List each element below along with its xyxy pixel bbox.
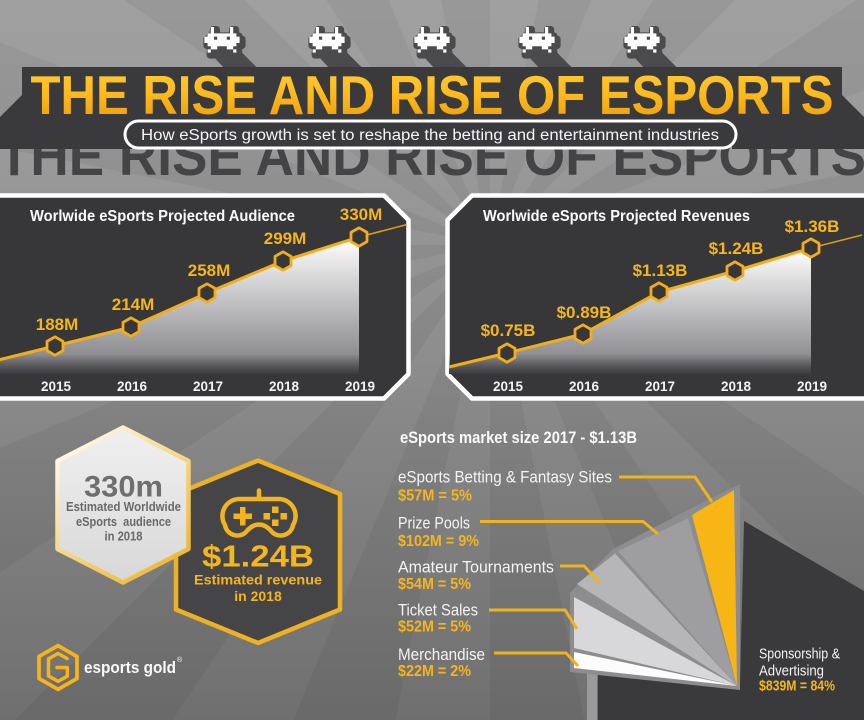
- svg-text:Amateur Tournaments: Amateur Tournaments: [398, 558, 554, 577]
- svg-text:$1.13B: $1.13B: [633, 261, 688, 280]
- svg-text:214M: 214M: [112, 295, 155, 314]
- svg-text:2016: 2016: [117, 379, 148, 394]
- svg-text:Advertising: Advertising: [759, 664, 824, 680]
- svg-text:®: ®: [177, 656, 183, 664]
- svg-text:$102M = 9%: $102M = 9%: [398, 533, 479, 550]
- svg-text:esports gold: esports gold: [84, 658, 176, 677]
- svg-text:Ticket Sales: Ticket Sales: [398, 601, 478, 620]
- svg-text:THE RISE AND RISE OF ESPORTS: THE RISE AND RISE OF ESPORTS: [31, 64, 834, 126]
- svg-text:2015: 2015: [41, 379, 72, 394]
- svg-text:Worlwide eSports Projected Rev: Worlwide eSports Projected Revenues: [483, 208, 750, 225]
- svg-text:188M: 188M: [36, 315, 79, 334]
- svg-text:2017: 2017: [645, 379, 675, 394]
- svg-text:How eSports growth is set to r: How eSports growth is set to reshape the…: [141, 127, 719, 144]
- svg-text:$52M = 5%: $52M = 5%: [398, 619, 471, 636]
- svg-text:2019: 2019: [345, 379, 375, 394]
- svg-text:$1.24B: $1.24B: [709, 239, 764, 258]
- svg-text:258M: 258M: [188, 261, 231, 280]
- svg-text:2018: 2018: [269, 379, 300, 394]
- svg-text:299M: 299M: [264, 229, 307, 248]
- svg-text:$1.36B: $1.36B: [785, 217, 840, 236]
- svg-text:in 2018: in 2018: [105, 530, 143, 544]
- svg-text:2016: 2016: [569, 379, 600, 394]
- svg-text:2017: 2017: [193, 379, 223, 394]
- svg-text:2018: 2018: [721, 379, 752, 394]
- svg-text:Estimated Worldwide: Estimated Worldwide: [66, 500, 181, 514]
- svg-text:Prize Pools: Prize Pools: [398, 514, 470, 533]
- svg-text:eSports market size 2017 - $1.: eSports market size 2017 - $1.13B: [400, 429, 637, 447]
- svg-text:$1.24B: $1.24B: [202, 539, 314, 574]
- svg-text:$54M = 5%: $54M = 5%: [398, 576, 471, 593]
- svg-text:$0.89B: $0.89B: [557, 303, 612, 322]
- svg-text:Merchandise: Merchandise: [398, 645, 485, 664]
- svg-text:eSports Betting & Fantasy Site: eSports Betting & Fantasy Sites: [398, 468, 612, 487]
- svg-text:Worlwide eSports Projected Aud: Worlwide eSports Projected Audience: [30, 208, 295, 225]
- svg-text:in 2018: in 2018: [234, 588, 282, 604]
- svg-text:eSports audience: eSports audience: [76, 515, 171, 529]
- svg-text:$57M = 5%: $57M = 5%: [398, 488, 472, 505]
- svg-text:$0.75B: $0.75B: [481, 321, 536, 340]
- svg-text:2019: 2019: [797, 379, 827, 394]
- svg-text:$22M = 2%: $22M = 2%: [398, 663, 471, 680]
- svg-text:330m: 330m: [84, 471, 163, 504]
- svg-text:Sponsorship &: Sponsorship &: [759, 647, 840, 663]
- svg-text:2015: 2015: [493, 379, 524, 394]
- svg-text:330M: 330M: [340, 205, 383, 224]
- svg-text:Estimated revenue: Estimated revenue: [194, 572, 322, 588]
- svg-text:$839M = 84%: $839M = 84%: [759, 679, 835, 695]
